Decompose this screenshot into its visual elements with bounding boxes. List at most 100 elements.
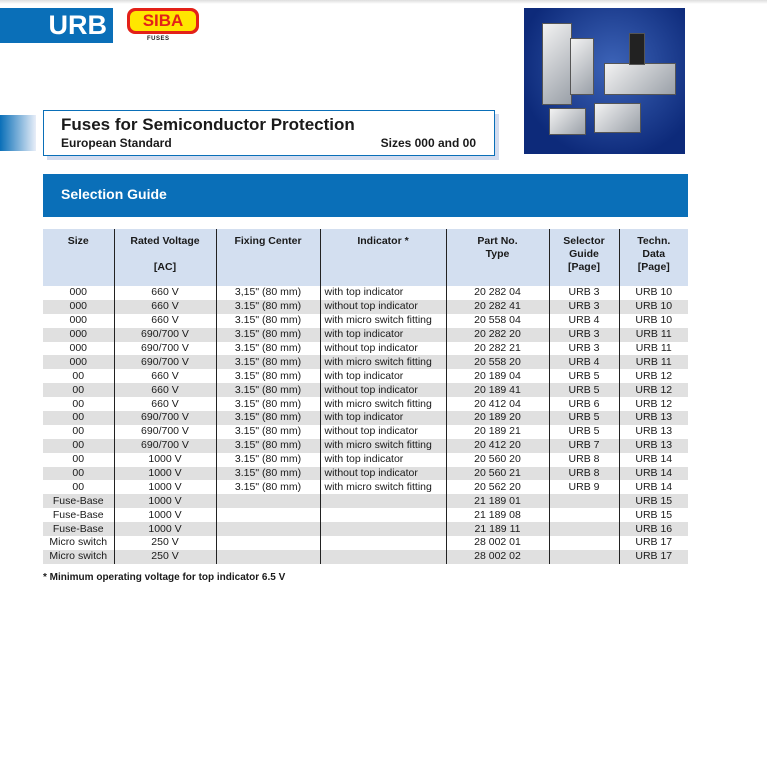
header-line: Selector <box>563 235 605 247</box>
table-cell: 660 V <box>113 313 216 328</box>
table-cell <box>319 549 446 564</box>
table-cell: URB 11 <box>618 341 688 356</box>
table-cell: URB 12 <box>618 397 688 412</box>
table-cell: Fuse-Base <box>43 494 114 509</box>
table-cell: 690/700 V <box>113 327 216 342</box>
table-cell: 690/700 V <box>113 424 216 439</box>
table-cell: 20 560 20 <box>445 452 549 467</box>
table-cell: 20 562 20 <box>445 480 549 495</box>
table-cell: 690/700 V <box>113 438 216 453</box>
table-cell: Micro switch <box>43 549 114 564</box>
table-cell <box>319 536 446 550</box>
table-cell: 000 <box>43 327 114 342</box>
series-badge: URB <box>0 8 113 43</box>
table-cell: 3.15" (80 mm) <box>215 341 320 356</box>
table-cell <box>548 508 619 523</box>
table-cell <box>548 522 619 537</box>
table-cell: URB 4 <box>548 355 619 370</box>
column-header: Part No. Type <box>445 229 549 286</box>
table-row: Fuse-Base 1000 V 21 189 11 URB 16 <box>43 522 688 537</box>
table-cell: with top indicator <box>319 369 446 384</box>
table-cell: URB 4 <box>548 313 619 328</box>
table-cell: 660 V <box>113 397 216 412</box>
column-header: Techn. Data [Page] <box>618 229 688 286</box>
table-cell: with top indicator <box>319 327 446 342</box>
table-cell: 00 <box>72 369 85 382</box>
header-line: [Page] <box>637 261 670 273</box>
table-cell <box>215 549 320 564</box>
table-cell: 660 V <box>113 369 216 384</box>
header-line: Part No. <box>477 235 518 247</box>
table-cell: with top indicator <box>319 452 446 467</box>
table-row: 00 660 V 3.15" (80 mm) without top indicato… <box>43 383 688 398</box>
table-cell: 3.15" (80 mm) <box>215 313 320 328</box>
table-cell <box>319 508 446 523</box>
table-row: Micro switch 250 V 28 002 02 URB 17 <box>43 549 688 564</box>
column-header: Indicator * <box>319 229 446 286</box>
table-cell: URB 15 <box>618 508 688 523</box>
table-cell <box>548 549 619 564</box>
table-cell: 28 002 02 <box>445 549 549 564</box>
table-row: 00 1000 V 3.15" (80 mm) with micro switch f… <box>43 480 688 495</box>
table-cell: 00 <box>43 411 114 425</box>
table-row: 00 690/700 V 3.15" (80 mm) without top indi… <box>43 424 688 439</box>
table-cell: URB 5 <box>548 369 619 384</box>
table-row: 000 660 V 3,15" (80 mm) with top indicator 2… <box>43 286 688 300</box>
table-row: 000 690/700 V 3.15" (80 mm) without top ind… <box>43 341 688 356</box>
table-cell: URB 11 <box>618 355 688 370</box>
header-line: Fixing Center <box>234 235 302 247</box>
table-cell: with micro switch fitting <box>319 438 446 453</box>
table-cell: 690/700 V <box>113 341 216 356</box>
table-cell: 3.15" (80 mm) <box>215 424 320 439</box>
table-cell: 000 <box>43 299 114 314</box>
header-line: [Page] <box>567 261 601 273</box>
header-line: Indicator * <box>357 235 409 247</box>
table-cell: URB 5 <box>548 424 619 439</box>
top-line <box>0 0 767 4</box>
table-cell: 00 <box>43 438 114 453</box>
table-cell: 20 282 41 <box>445 299 549 314</box>
table-cell: Fuse-Base <box>43 522 114 537</box>
table-cell: with micro switch fitting <box>319 480 446 495</box>
table-cell: 20 282 21 <box>445 341 549 356</box>
table-row: 00 660 V 3.15" (80 mm) with top indicator 20… <box>43 369 688 384</box>
column-header: Size <box>43 229 114 286</box>
table-cell: 690/700 V <box>113 355 216 370</box>
table-cell: 000 <box>69 314 88 327</box>
table-cell: 690/700 V <box>113 411 216 425</box>
column-header: Fixing Center <box>215 229 320 286</box>
table-cell: 3.15" (80 mm) <box>215 452 320 467</box>
table-cell: without top indicator <box>319 299 446 314</box>
table-cell: 660 V <box>113 286 216 300</box>
table-row: 00 690/700 V 3.15" (80 mm) with top indicat… <box>43 411 688 425</box>
table-cell: 3.15" (80 mm) <box>215 466 320 481</box>
table-row: 00 1000 V 3.15" (80 mm) with top indicator 2… <box>43 452 688 467</box>
table-cell: 250 V <box>113 549 216 564</box>
table-cell: 000 <box>69 342 88 354</box>
table-cell: Fuse-Base <box>52 508 104 521</box>
table-cell <box>548 536 619 550</box>
header-line: Guide <box>569 248 599 260</box>
table-cell: URB 13 <box>618 424 688 439</box>
table-cell: URB 8 <box>548 466 619 481</box>
table-cell: URB 17 <box>618 536 688 550</box>
table-cell: 00 <box>43 466 114 481</box>
table-cell: 1000 V <box>113 522 216 537</box>
table-cell: URB 17 <box>618 549 688 564</box>
table-cell: 20 189 21 <box>445 424 549 439</box>
table-cell: 1000 V <box>113 452 216 467</box>
table-cell: URB 6 <box>548 397 619 412</box>
header-line: [AC] <box>153 261 177 273</box>
table-cell: 20 558 04 <box>445 313 549 328</box>
decorative-gradient <box>0 115 36 151</box>
table-cell: 1000 V <box>113 466 216 481</box>
siba-logo: SIBA <box>127 8 199 34</box>
table-row: Micro switch 250 V 28 002 01 URB 17 <box>43 536 688 550</box>
table-cell: URB 12 <box>618 383 688 398</box>
table-cell: 660 V <box>113 299 216 314</box>
table-cell: 20 412 04 <box>445 397 549 412</box>
table-cell: URB 10 <box>618 299 688 314</box>
header-line: Size <box>67 235 89 247</box>
table-cell: 3.15" (80 mm) <box>215 411 320 425</box>
header-line: Data <box>642 248 666 260</box>
